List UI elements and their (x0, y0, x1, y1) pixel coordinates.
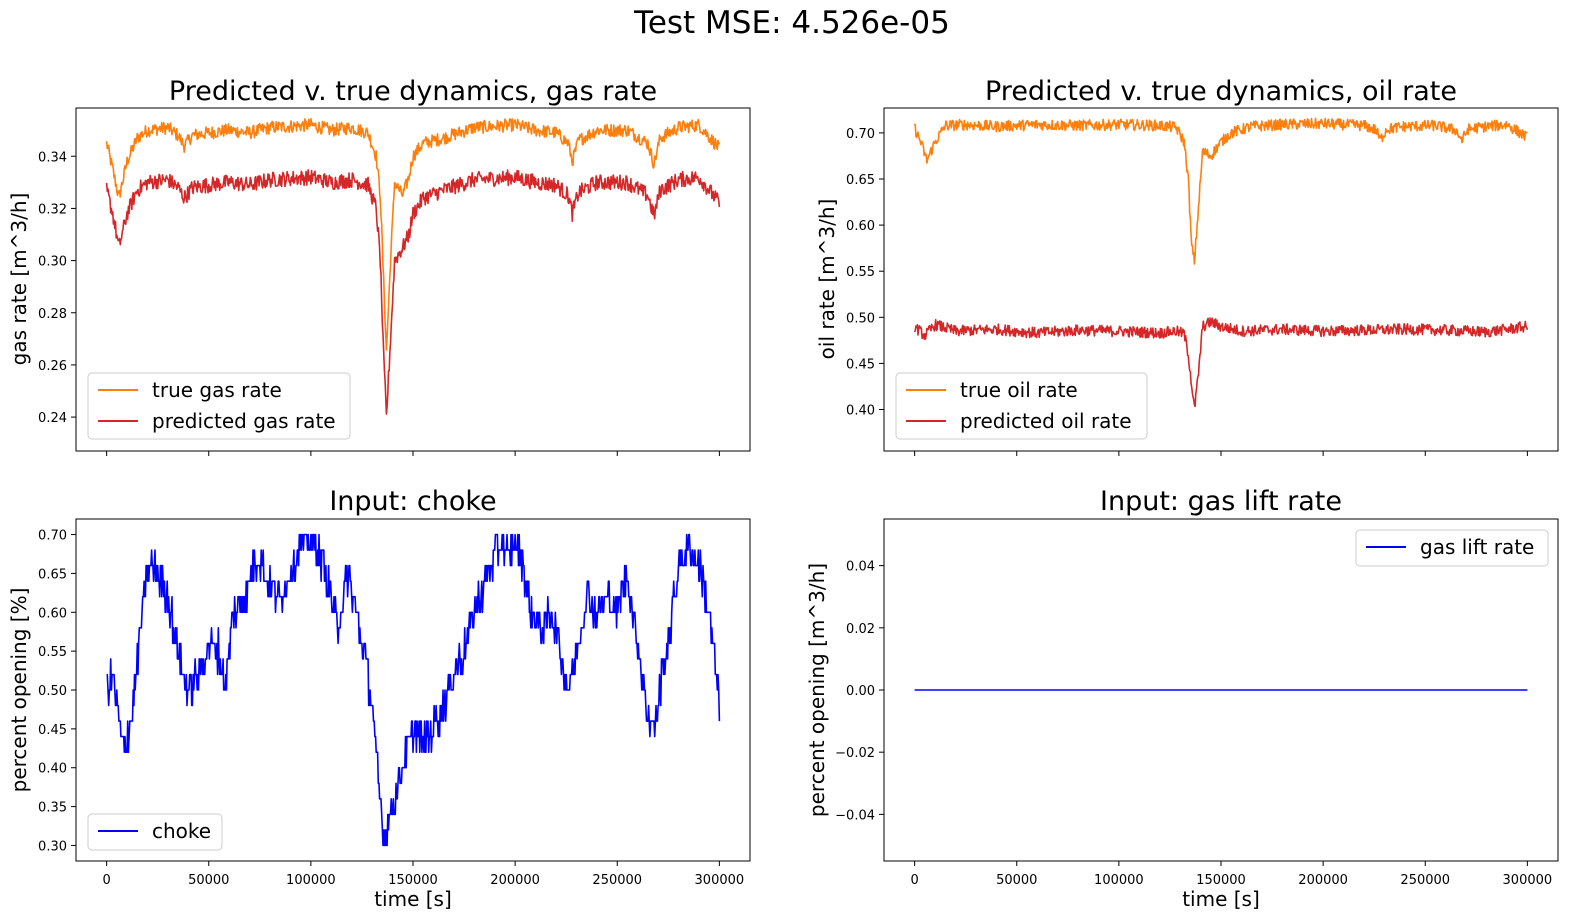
legend-box (1355, 529, 1549, 567)
series-line-2 (913, 317, 1529, 408)
legend: true oil rate predicted oil rate (895, 372, 1148, 440)
plot-area (105, 118, 721, 415)
y-tick-label: 0.32 (38, 202, 67, 217)
y-axis-label: oil rate [m^3/h] (815, 199, 839, 360)
y-tick-label: 0.70 (846, 127, 875, 142)
x-tick-label: 0 (910, 873, 918, 888)
x-tick-label: 200000 (490, 873, 540, 888)
y-tick-label: 0.00 (846, 684, 875, 699)
plot-area (106, 533, 721, 847)
legend: gas lift rate (1355, 529, 1549, 567)
figure-suptitle: Test MSE: 4.526e-05 (633, 5, 950, 41)
y-tick-label: −0.04 (835, 808, 875, 823)
legend-label: true gas rate (152, 378, 282, 402)
x-tick-label: 250000 (592, 873, 642, 888)
x-tick-label: 100000 (286, 873, 336, 888)
y-tick-label: −0.02 (835, 746, 875, 761)
y-tick-label: 0.50 (38, 684, 67, 699)
x-axis (914, 451, 1528, 456)
y-tick-label: 0.35 (38, 801, 67, 816)
y-axis: 0.40 0.45 0.50 0.55 0.60 0.65 0.70 (846, 127, 884, 419)
legend-box (895, 372, 1148, 440)
y-tick-label: 0.55 (846, 265, 875, 280)
y-tick-label: 0.40 (38, 762, 67, 777)
y-tick-label: 0.60 (846, 219, 875, 234)
y-tick-label: 0.26 (38, 359, 67, 374)
x-axis (106, 451, 720, 456)
plot-area (913, 117, 1529, 408)
x-tick-label: 50000 (188, 873, 229, 888)
legend-label: choke (152, 819, 211, 843)
y-tick-label: 0.65 (846, 173, 875, 188)
legend-box (87, 372, 351, 440)
y-tick-label: 0.02 (846, 622, 875, 637)
y-tick-label: 0.40 (846, 404, 875, 419)
legend-label: gas lift rate (1420, 535, 1534, 559)
y-tick-label: 0.55 (38, 645, 67, 660)
y-tick-label: 0.45 (846, 357, 875, 372)
x-tick-label: 150000 (1196, 873, 1246, 888)
series-line-1 (106, 533, 721, 847)
x-tick-label: 0 (102, 873, 110, 888)
y-tick-label: 0.24 (38, 411, 67, 426)
panel-title: Input: gas lift rate (1100, 486, 1342, 517)
x-tick-label: 200000 (1298, 873, 1348, 888)
panel-title: Predicted v. true dynamics, oil rate (985, 76, 1457, 107)
panel-title: Input: choke (329, 486, 496, 517)
panel-oil-rate: Predicted v. true dynamics, oil rate 0.4… (815, 76, 1559, 456)
panel-gas-lift-rate: Input: gas lift rate 0 50000 100000 150000 2… (805, 486, 1559, 911)
x-tick-label: 300000 (695, 873, 745, 888)
x-tick-label: 50000 (996, 873, 1037, 888)
series-line-1 (105, 118, 721, 351)
panel-gas-rate: Predicted v. true dynamics, gas rate 0.2… (7, 76, 751, 456)
y-axis: 0.24 0.26 0.28 0.30 0.32 0.34 (38, 150, 76, 426)
x-tick-label: 300000 (1503, 873, 1553, 888)
x-tick-label: 150000 (388, 873, 438, 888)
x-tick-label: 250000 (1400, 873, 1450, 888)
y-axis-label: gas rate [m^3/h] (7, 193, 31, 366)
y-tick-label: 0.30 (38, 839, 67, 854)
series-line-2 (105, 169, 721, 415)
y-tick-label: 0.70 (38, 529, 67, 544)
y-axis-label: percent opening [%] (7, 588, 31, 793)
y-tick-label: 0.65 (38, 567, 67, 582)
y-axis: 0.30 0.35 0.40 0.45 0.50 0.55 0.60 0.65 0.70 (38, 529, 76, 854)
panel-title: Predicted v. true dynamics, gas rate (169, 76, 657, 107)
legend-label: true oil rate (960, 378, 1078, 402)
axes-frame (75, 518, 751, 862)
legend: choke (87, 813, 223, 851)
series-line-1 (913, 117, 1528, 265)
x-tick-label: 100000 (1094, 873, 1144, 888)
y-tick-label: 0.45 (38, 723, 67, 738)
x-axis-label: time [s] (374, 887, 452, 911)
legend: true gas rate predicted gas rate (87, 372, 351, 440)
x-axis: 0 50000 100000 150000 200000 250000 300000 (102, 861, 744, 888)
y-tick-label: 0.34 (38, 150, 67, 165)
y-tick-label: 0.50 (846, 311, 875, 326)
legend-label: predicted gas rate (152, 409, 336, 433)
panel-choke: Input: choke 0 50000 100000 150000 200000 250… (7, 486, 751, 911)
x-axis-label: time [s] (1182, 887, 1260, 911)
x-axis: 0 50000 100000 150000 200000 250000 300000 (910, 861, 1552, 888)
y-tick-label: 0.28 (38, 307, 67, 322)
y-tick-label: 0.30 (38, 255, 67, 270)
y-tick-label: 0.04 (846, 560, 875, 575)
legend-label: predicted oil rate (960, 409, 1132, 433)
y-tick-label: 0.60 (38, 606, 67, 621)
legend-box (87, 813, 223, 851)
y-axis: −0.04 −0.02 0.00 0.02 0.04 (835, 560, 884, 823)
y-axis-label: percent opening [m^3/h] (805, 563, 829, 817)
